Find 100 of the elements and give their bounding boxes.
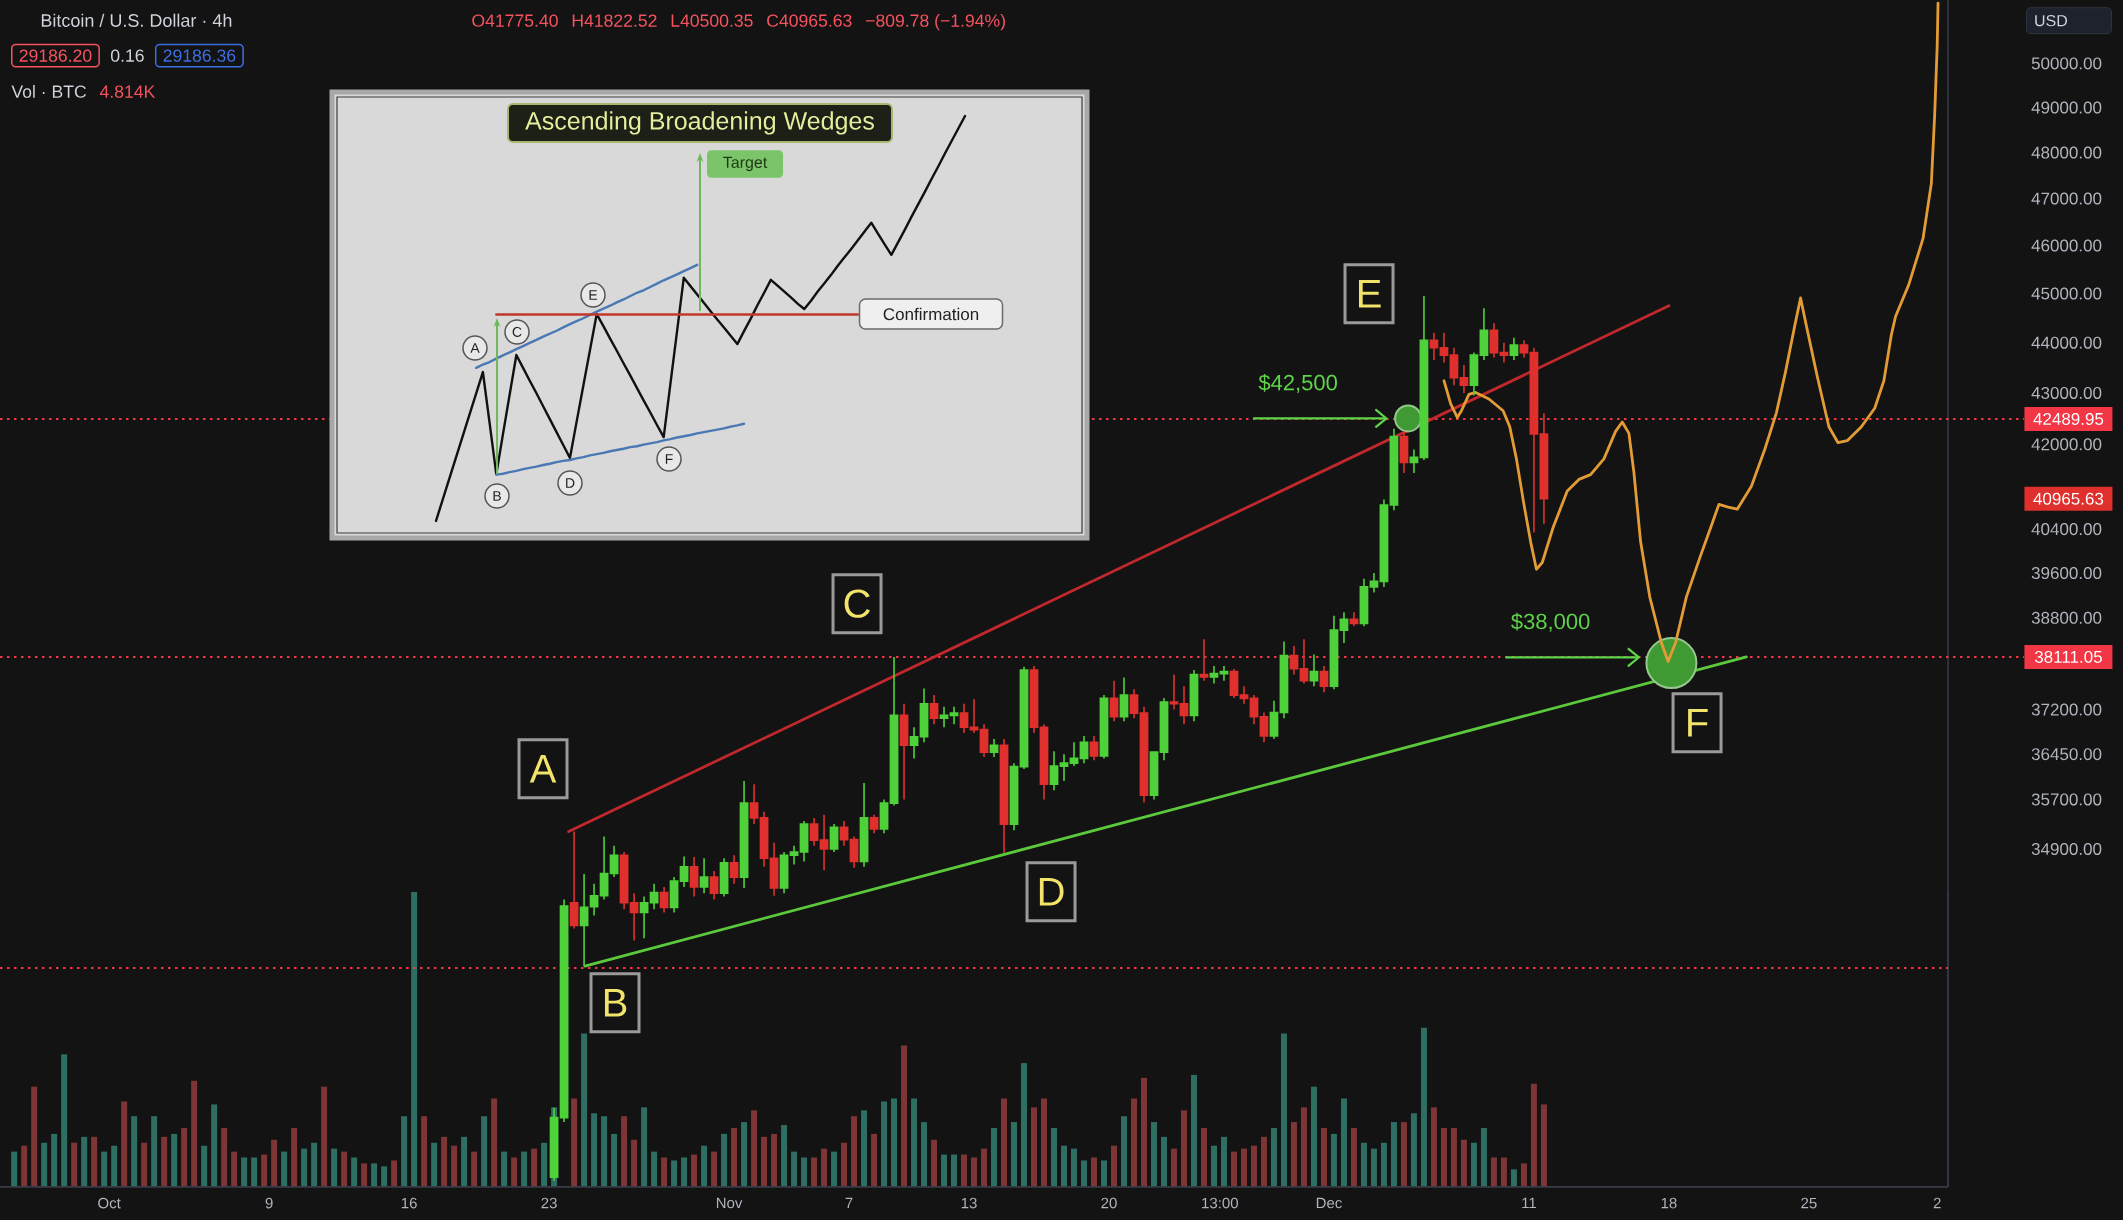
- bar: [571, 1098, 578, 1187]
- y-tick-label: 39600.00: [2031, 567, 2102, 580]
- text: USD: [2035, 15, 2068, 27]
- candlestick: [699, 857, 709, 895]
- bar: [691, 1154, 698, 1187]
- candlestick: [599, 835, 609, 901]
- x-tick-label: 23: [541, 1197, 557, 1209]
- bar: [291, 1128, 298, 1187]
- chart-title: Ascending Broadening Wedges: [525, 111, 874, 135]
- candlestick: [1519, 339, 1529, 359]
- bar: [1021, 1063, 1028, 1187]
- candlestick: [1459, 364, 1469, 394]
- annotation: Target: [723, 156, 768, 172]
- bar: [1480, 1128, 1487, 1187]
- bar: [721, 1133, 728, 1187]
- candlestick: [799, 820, 809, 863]
- bar: [631, 1139, 638, 1187]
- x-tick-label: 11: [1522, 1197, 1536, 1209]
- candlestick: [909, 726, 919, 760]
- bar: [761, 1136, 768, 1187]
- annotation: F: [665, 454, 673, 464]
- bar: [31, 1086, 38, 1187]
- bar: [941, 1154, 948, 1187]
- bar: [431, 1142, 438, 1187]
- bar: [1320, 1128, 1327, 1187]
- bar: [861, 1110, 868, 1187]
- bar: [1460, 1139, 1467, 1187]
- candlestick: [1319, 665, 1329, 693]
- candlestick: [689, 856, 699, 898]
- candlestick: [1069, 741, 1079, 767]
- bar: [701, 1145, 708, 1187]
- bar: [1370, 1148, 1377, 1187]
- bar: [241, 1157, 248, 1187]
- bar: [541, 1142, 548, 1187]
- bar: [1111, 1145, 1117, 1187]
- x-tick-label: 18: [1661, 1197, 1677, 1209]
- bar: [1260, 1136, 1267, 1187]
- bar: [161, 1136, 168, 1187]
- bar: [201, 1145, 208, 1187]
- candlestick: [1499, 341, 1509, 364]
- bar: [371, 1163, 378, 1187]
- bar: [611, 1133, 618, 1187]
- bar: [1440, 1128, 1447, 1187]
- bar: [1200, 1128, 1207, 1187]
- bar: [471, 1151, 478, 1187]
- candlestick: [1259, 711, 1269, 744]
- bar: [1081, 1160, 1087, 1187]
- bar: [11, 1151, 18, 1187]
- candlestick: [659, 886, 669, 914]
- annotation: 29186.36: [163, 49, 236, 62]
- bar: [411, 892, 418, 1187]
- bar: [1220, 1136, 1227, 1187]
- bar: [1490, 1157, 1497, 1187]
- candlestick: [1169, 673, 1179, 711]
- bar: [741, 1122, 748, 1187]
- bar: [841, 1142, 848, 1187]
- bar: [341, 1151, 348, 1187]
- bar: [251, 1157, 258, 1187]
- bar: [331, 1148, 338, 1187]
- bar: [651, 1151, 658, 1187]
- candlestick: [609, 844, 619, 878]
- candlestick: [1219, 665, 1229, 682]
- candlestick: [769, 841, 779, 897]
- bar: [981, 1148, 988, 1187]
- bar: [1350, 1128, 1357, 1187]
- candlestick: [639, 895, 649, 940]
- x-tick-label: 9: [265, 1197, 273, 1209]
- y-tick-label: 46000.00: [2031, 239, 2102, 252]
- candlestick: [889, 656, 899, 807]
- bar: [351, 1157, 358, 1187]
- bar: [951, 1154, 958, 1187]
- bar: [671, 1160, 678, 1187]
- bar: [191, 1080, 198, 1187]
- y-tick-label: 37200.00: [2031, 703, 2102, 716]
- annotation: D: [1039, 877, 1064, 906]
- bar: [731, 1128, 738, 1187]
- bar: [1190, 1074, 1197, 1187]
- annotation: A: [529, 754, 557, 783]
- candlestick: [949, 705, 959, 726]
- y-tick-label: 48000.00: [2031, 146, 2102, 159]
- candlestick: [1489, 322, 1499, 359]
- candlestick: [969, 698, 979, 734]
- ref-line-label: 42489.95: [2033, 412, 2104, 425]
- candlestick: [679, 855, 689, 888]
- bar: [1121, 1116, 1127, 1187]
- bar: [591, 1113, 598, 1187]
- candlestick: [589, 882, 599, 917]
- annotation: F: [1688, 708, 1708, 737]
- annotation: C: [844, 589, 870, 618]
- bar: [1140, 1077, 1147, 1187]
- y-tick-label: 44000.00: [2031, 336, 2102, 349]
- annotation: C: [512, 327, 522, 337]
- annotation: B: [604, 988, 627, 1017]
- bar: [281, 1151, 288, 1187]
- bar: [1280, 1033, 1287, 1187]
- bar: [271, 1139, 278, 1187]
- candlestick: [919, 687, 929, 744]
- bar: [1340, 1098, 1347, 1187]
- annotation: Confirmation: [883, 307, 979, 321]
- candlestick: [1109, 679, 1119, 723]
